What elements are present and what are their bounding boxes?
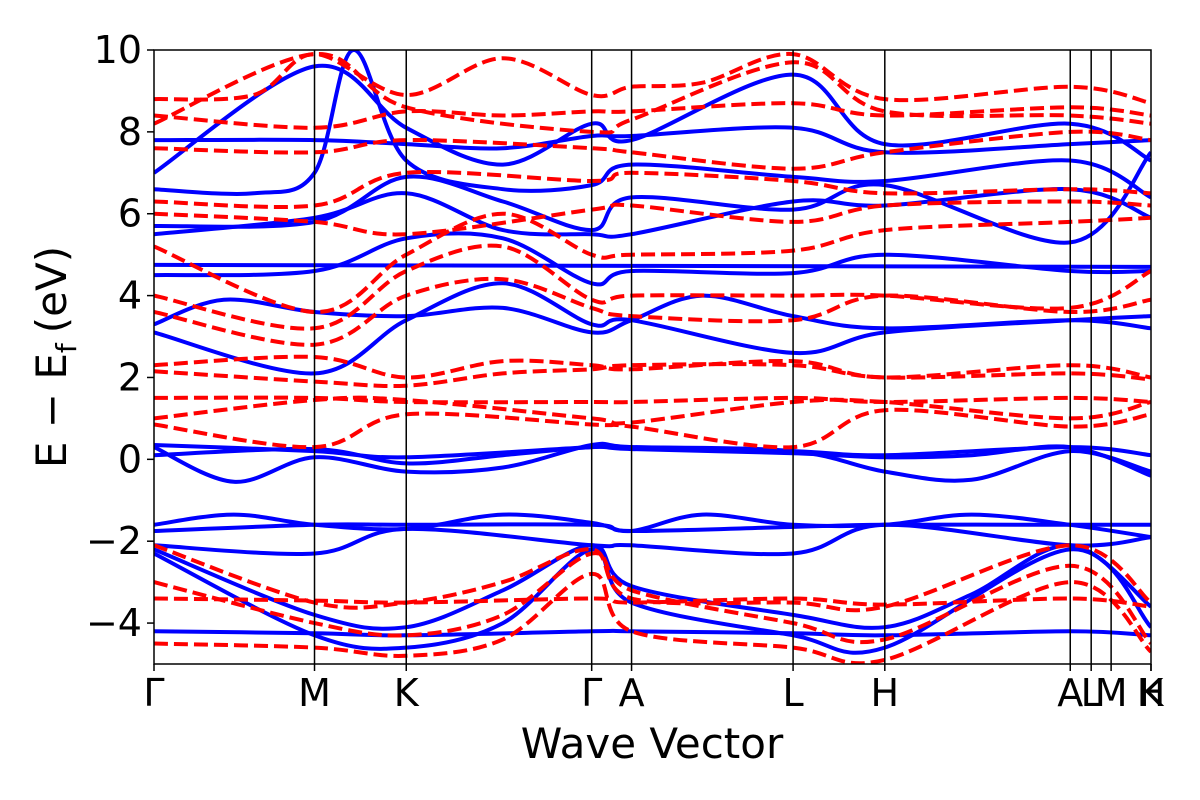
spin-down-band-33 — [154, 596, 1151, 609]
spin-down-band-30 — [154, 52, 1151, 106]
spin-up-band-14 — [154, 150, 1151, 245]
x-axis-ticks: Γ M K Γ A L H ALM KH — [143, 664, 1165, 715]
spin-up-band-15 — [154, 125, 1151, 155]
spin-down-band-23 — [154, 276, 1151, 347]
spin-up-band-11 — [154, 262, 1151, 269]
x-tick-label-9: M — [1095, 671, 1128, 715]
spin-down-band-25 — [154, 211, 1151, 315]
spin-down-band-35 — [154, 571, 1151, 664]
y-tick-label-1: −2 — [86, 519, 142, 563]
y-axis-title-unit: (eV) — [27, 246, 76, 333]
x-tick-label-7: A — [1057, 671, 1083, 715]
x-tick-label-3: Γ — [581, 671, 602, 715]
band-lines — [154, 50, 1151, 664]
y-tick-label-5: 6 — [118, 192, 142, 236]
x-tick-label-0: Γ — [143, 671, 164, 715]
y-axis-ticks: −4 −2 0 2 4 6 8 10 — [86, 28, 154, 645]
spin-up-band-10 — [154, 281, 1151, 376]
spin-down-band-24 — [154, 243, 1151, 331]
y-tick-label-7: 10 — [94, 28, 142, 72]
spin-down-band-29 — [154, 101, 1151, 130]
spin-up-band-1 — [154, 441, 1151, 484]
y-axis-title-main: E − E — [27, 353, 76, 468]
y-tick-label-3: 2 — [118, 355, 142, 399]
spin-down-band-18 — [154, 354, 1151, 380]
x-tick-label-2: K — [394, 671, 420, 715]
x-tick-label-6: H — [871, 671, 900, 715]
spin-up-band-12 — [154, 231, 1151, 287]
spin-up-band-17 — [154, 50, 1151, 200]
spin-down-band-28 — [154, 129, 1151, 171]
y-axis-title: E − Ef (eV) — [27, 246, 83, 468]
y-tick-label-6: 8 — [118, 110, 142, 154]
y-tick-label-2: 0 — [118, 437, 142, 481]
kpoint-separators — [313, 50, 1112, 664]
spin-down-band-19 — [154, 362, 1151, 388]
spin-down-band-32 — [154, 543, 1151, 613]
x-tick-label-1: M — [298, 671, 331, 715]
spin-up-band-16 — [154, 63, 1151, 175]
x-tick-label-10: K — [1139, 671, 1165, 715]
y-tick-label-4: 4 — [118, 274, 142, 318]
y-axis-title-sub: f — [50, 342, 83, 353]
x-axis-title: Wave Vector — [521, 719, 784, 768]
spin-up-band-8 — [154, 628, 1151, 638]
x-tick-label-8: L — [1081, 671, 1102, 715]
x-tick-label-4: A — [619, 671, 645, 715]
x-tick-label-11: H — [1137, 671, 1166, 715]
y-tick-label-0: −4 — [86, 601, 142, 645]
spin-down-band-34 — [154, 551, 1151, 645]
spin-up-band-7 — [154, 547, 1151, 655]
x-tick-label-5: L — [782, 671, 803, 715]
plot-frame — [153, 49, 1152, 665]
